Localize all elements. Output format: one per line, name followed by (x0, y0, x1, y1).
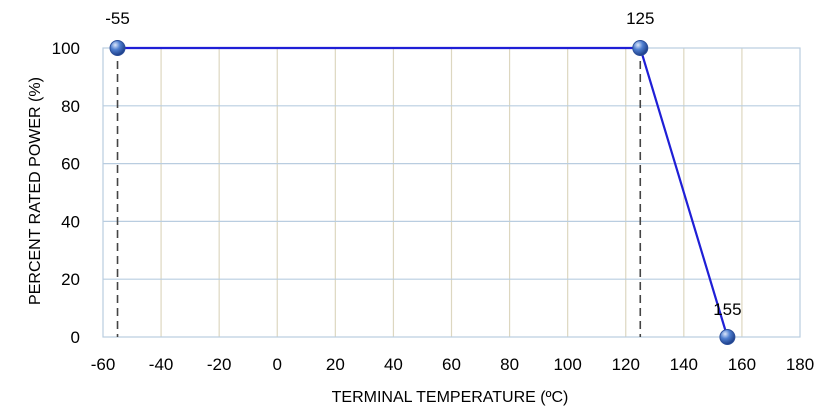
series-layer (109, 40, 736, 345)
y-tick-label: 0 (71, 328, 80, 347)
x-tick-label: -40 (149, 355, 174, 374)
x-tick-label: 160 (728, 355, 756, 374)
series-line (117, 46, 729, 338)
x-tick-label: 60 (442, 355, 461, 374)
x-tick-label: 180 (786, 355, 814, 374)
y-tick-label: 60 (61, 155, 80, 174)
x-tick-label: 40 (384, 355, 403, 374)
vertical-gridlines (160, 48, 743, 337)
x-tick-label: -60 (91, 355, 116, 374)
y-tick-labels: 0 20 40 60 80 100 (52, 39, 80, 347)
x-tick-label: -20 (207, 355, 232, 374)
x-tick-labels: -60 -40 -20 0 20 40 60 80 100 120 140 160 180 (91, 355, 814, 374)
x-tick-label: 120 (612, 355, 640, 374)
x-axis-title: TERMINAL TEMPERATURE (ºC) (332, 389, 569, 406)
x-tick-label: 20 (326, 355, 345, 374)
data-point (109, 40, 126, 56)
data-label: -55 (105, 9, 130, 28)
horizontal-gridlines (103, 105, 800, 280)
y-tick-label: 80 (61, 97, 80, 116)
reference-lines (116, 48, 642, 337)
x-tick-label: 100 (553, 355, 581, 374)
y-axis-title: PERCENT RATED POWER (%) (27, 77, 44, 305)
data-label: 125 (626, 9, 654, 28)
data-label: 155 (713, 300, 741, 319)
data-point (632, 40, 649, 56)
y-tick-label: 40 (61, 212, 80, 231)
y-tick-label: 20 (61, 270, 80, 289)
x-tick-label: 140 (670, 355, 698, 374)
x-tick-label: 0 (273, 355, 282, 374)
data-point (719, 329, 736, 345)
data-labels: -55 125 155 (105, 9, 741, 319)
x-tick-label: 80 (500, 355, 519, 374)
y-tick-label: 100 (52, 39, 80, 58)
